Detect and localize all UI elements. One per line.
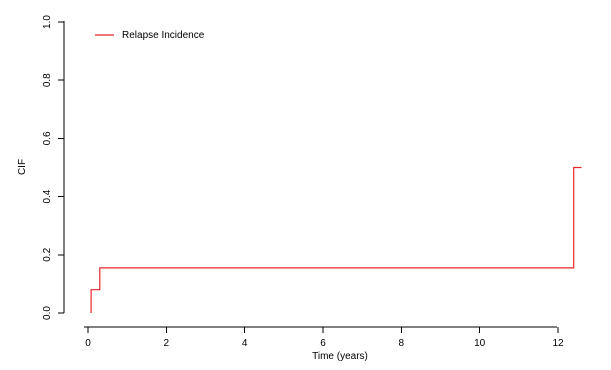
x-tick-label: 10 [474, 338, 486, 349]
y-tick-label: 0.2 [42, 247, 53, 261]
series-line-relapse-incidence [90, 166, 582, 313]
legend-label-relapse-incidence: Relapse Incidence [122, 30, 205, 41]
y-tick-label: 0.4 [42, 189, 53, 203]
y-tick-label: 0.8 [42, 73, 53, 87]
x-ticks: 0 2 4 6 8 10 12 [85, 327, 564, 349]
x-tick-label: 8 [399, 338, 405, 349]
x-axis-title: Time (years) [312, 351, 368, 362]
series-layer [90, 166, 582, 313]
x-tick-label: 2 [164, 338, 170, 349]
x-tick-label: 4 [242, 338, 248, 349]
y-ticks: 0.0 0.2 0.4 0.6 0.8 1.0 [42, 15, 64, 320]
y-axis-title: CIF [17, 159, 28, 175]
y-tick-label: 0.0 [42, 306, 53, 320]
x-tick-label: 12 [552, 338, 564, 349]
y-tick-label: 1.0 [42, 15, 53, 29]
plot-area: 0.0 0.2 0.4 0.6 0.8 1.0 0 2 4 6 8 10 12 [42, 15, 582, 349]
y-tick-label: 0.6 [42, 131, 53, 145]
x-tick-label: 0 [85, 338, 91, 349]
x-tick-label: 6 [320, 338, 326, 349]
legend: Relapse Incidence [95, 30, 205, 41]
